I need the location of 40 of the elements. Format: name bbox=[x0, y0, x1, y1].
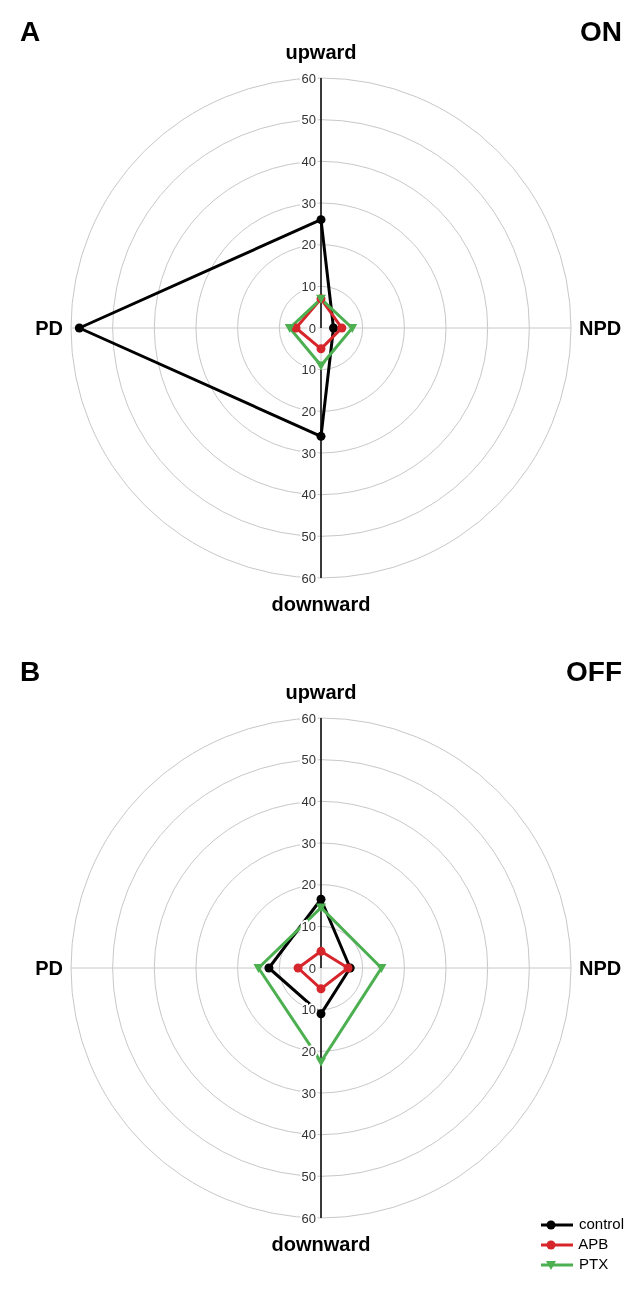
y-tick-label: 30 bbox=[301, 835, 316, 851]
y-tick-label: 50 bbox=[301, 528, 316, 544]
legend-label: control bbox=[577, 1214, 624, 1234]
y-tick-label: 10 bbox=[301, 362, 316, 378]
y-tick-label: 60 bbox=[301, 70, 316, 86]
chart-title: ON bbox=[580, 16, 622, 48]
spoke-label: PD bbox=[35, 317, 63, 339]
y-tick-label: 10 bbox=[301, 918, 316, 934]
y-tick-label: 50 bbox=[301, 752, 316, 768]
y-tick-label: 0 bbox=[308, 960, 316, 976]
y-tick-label: 30 bbox=[301, 195, 316, 211]
y-tick-label: 10 bbox=[301, 1002, 316, 1018]
spoke-label: upward bbox=[285, 681, 357, 703]
spoke-label: upward bbox=[285, 41, 357, 63]
y-tick-label: 40 bbox=[301, 793, 316, 809]
text: B bbox=[20, 656, 41, 688]
spoke-label: downward bbox=[271, 1233, 371, 1255]
y-tick-label: 20 bbox=[301, 877, 316, 893]
text: A bbox=[20, 16, 41, 48]
spoke-label: downward bbox=[271, 593, 371, 615]
y-tick-label: 50 bbox=[301, 1168, 316, 1184]
y-tick-label: 50 bbox=[301, 112, 316, 128]
spoke-label: PD bbox=[35, 957, 63, 979]
y-tick-label: 40 bbox=[301, 487, 316, 503]
y-tick-label: 60 bbox=[301, 570, 316, 586]
y-tick-label: 40 bbox=[301, 1127, 316, 1143]
y-tick-label: 30 bbox=[301, 1085, 316, 1101]
y-tick-label: 40 bbox=[301, 153, 316, 169]
y-tick-label: 60 bbox=[301, 710, 316, 726]
legend-label: PTX bbox=[577, 1254, 610, 1274]
y-tick-label: 60 bbox=[301, 1210, 316, 1226]
legend-label: APB bbox=[577, 1234, 610, 1254]
chart-title: OFF bbox=[566, 656, 622, 688]
y-tick-label: 0 bbox=[308, 320, 316, 336]
y-tick-label: 10 bbox=[301, 278, 316, 294]
spoke-label: NPD bbox=[579, 317, 622, 339]
y-tick-label: 30 bbox=[301, 445, 316, 461]
y-tick-label: 20 bbox=[301, 237, 316, 253]
spoke-label: NPD bbox=[579, 957, 622, 979]
y-tick-label: 20 bbox=[301, 403, 316, 419]
